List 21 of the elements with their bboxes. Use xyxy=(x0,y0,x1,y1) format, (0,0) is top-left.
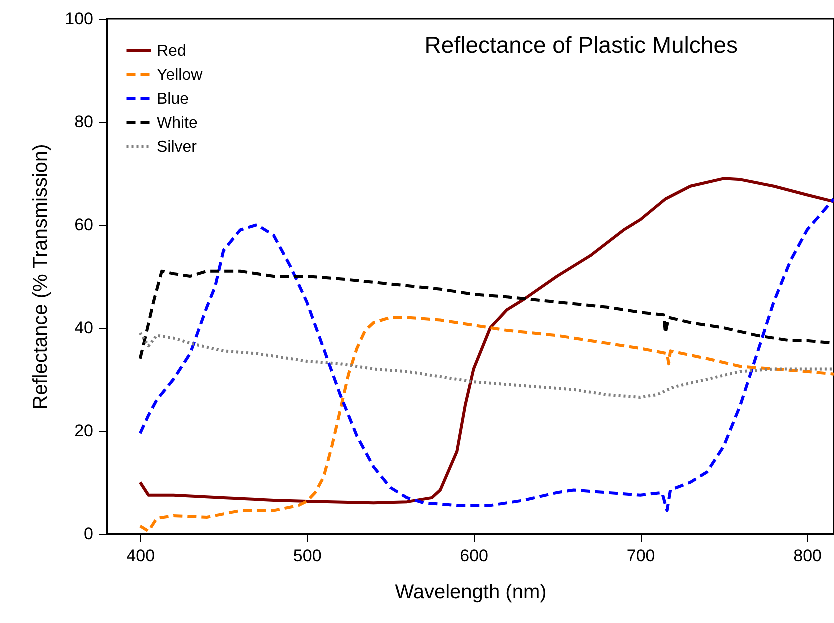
x-tick-label: 600 xyxy=(460,546,489,566)
y-axis-title: Reflectance (% Transmission) xyxy=(30,144,52,410)
x-tick-label: 500 xyxy=(293,546,322,566)
y-tick-label: 60 xyxy=(74,216,94,234)
y-tick-label: 80 xyxy=(74,112,94,132)
legend-label: Blue xyxy=(157,91,190,108)
x-axis-title: Wavelength (nm) xyxy=(395,582,547,604)
legend-label: White xyxy=(157,115,198,132)
legend-label: Yellow xyxy=(157,67,204,84)
line-series xyxy=(138,332,834,400)
text: Reflectance of Plastic Mulches xyxy=(424,32,738,58)
y-tick-label: 0 xyxy=(84,524,94,544)
y-tick-label: 40 xyxy=(74,318,94,338)
x-tick-label: 400 xyxy=(126,546,156,566)
legend-label: Red xyxy=(157,43,186,60)
x-tick-label: 700 xyxy=(626,546,656,566)
x-tick-label: 800 xyxy=(794,546,822,566)
y-tick-label: 20 xyxy=(74,422,94,440)
line-series xyxy=(138,316,834,533)
legend-label: Silver xyxy=(157,139,198,156)
y-tick-label: 100 xyxy=(65,10,94,28)
